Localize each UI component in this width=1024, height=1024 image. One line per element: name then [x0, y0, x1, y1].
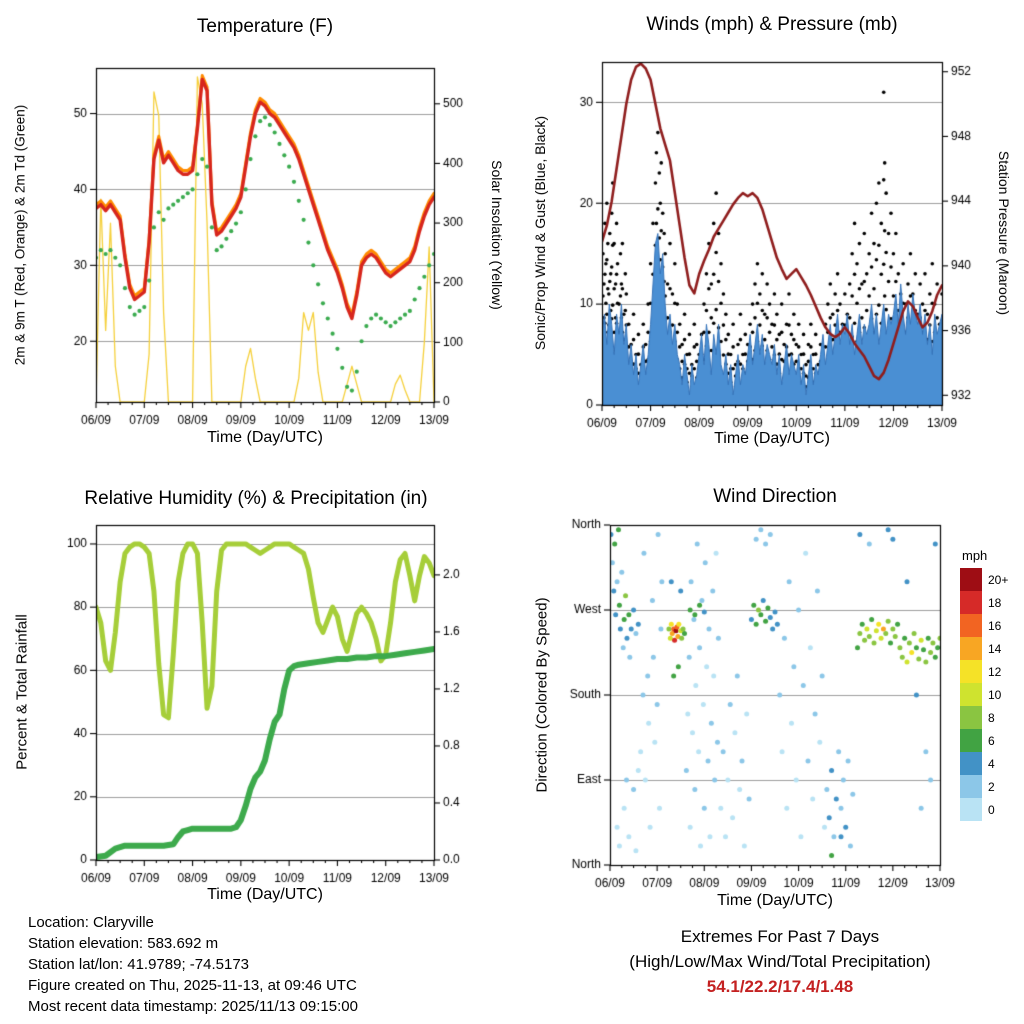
humidity-precip-title: Relative Humidity (%) & Precipitation (i… [84, 488, 428, 509]
humidity-x-axis-label: Time (Day/UTC) [207, 886, 323, 903]
colorbar-swatch [960, 775, 982, 798]
colorbar-row: 0 [960, 798, 1008, 821]
colorbar-label: 6 [988, 733, 995, 748]
wind-direction-x-axis-label: Time (Day/UTC) [717, 892, 833, 909]
station-pressure-axis-label: Station Pressure (Maroon) [996, 150, 1012, 316]
colorbar-swatch [960, 568, 982, 591]
footer: Location: Claryville Station elevation: … [28, 912, 358, 1017]
colorbar-swatch [960, 752, 982, 775]
footer-timestamp: Most recent data timestamp: 2025/11/13 0… [28, 998, 358, 1015]
temperature-title: Temperature (F) [196, 16, 334, 37]
wind-direction-chart-canvas [512, 478, 1024, 923]
extremes: Extremes For Past 7 Days (High/Low/Max W… [548, 924, 1012, 999]
colorbar-row: 18 [960, 591, 1008, 614]
wind-gust-axis-label: Sonic/Prop Wind & Gust (Blue, Black) [532, 115, 548, 351]
panel-wind-direction: Wind Direction Direction (Colored By Spe… [512, 478, 1024, 923]
colorbar: mph 20+ 18 16 14 12 10 8 6 4 2 0 [960, 548, 1008, 821]
colorbar-row: 10 [960, 683, 1008, 706]
colorbar-title: mph [962, 548, 988, 563]
direction-axis-label: Direction (Colored By Speed) [533, 597, 551, 793]
footer-elevation: Station elevation: 583.692 m [28, 935, 219, 952]
colorbar-row: 4 [960, 752, 1008, 775]
colorbar-label: 0 [988, 802, 995, 817]
colorbar-label: 20+ [988, 572, 1009, 587]
colorbar-label: 18 [988, 595, 1002, 610]
percent-rainfall-axis-label: Percent & Total Rainfall [13, 614, 31, 770]
temperature-x-axis-label: Time (Day/UTC) [207, 429, 323, 446]
temperature-left-axis-label: 2m & 9m T (Red, Orange) & 2m Td (Green) [12, 104, 28, 366]
winds-pressure-chart-canvas [512, 0, 1024, 465]
colorbar-swatch [960, 729, 982, 752]
colorbar-label: 10 [988, 687, 1002, 702]
solar-insolation-axis-label: Solar Insolation (Yellow) [489, 160, 505, 310]
panel-winds-pressure: Winds (mph) & Pressure (mb) Sonic/Prop W… [512, 0, 1024, 465]
colorbar-row: 20+ [960, 568, 1008, 591]
extremes-subtitle: (High/Low/Max Wind/Total Precipitation) [629, 952, 931, 971]
footer-location: Location: Claryville [28, 914, 154, 931]
panel-temperature: Temperature (F) 2m & 9m T (Red, Orange) … [0, 0, 512, 465]
colorbar-row: 6 [960, 729, 1008, 752]
colorbar-row: 8 [960, 706, 1008, 729]
wind-direction-title: Wind Direction [713, 486, 837, 507]
colorbar-row: 2 [960, 775, 1008, 798]
colorbar-swatch [960, 614, 982, 637]
colorbar-label: 8 [988, 710, 995, 725]
colorbar-label: 2 [988, 779, 995, 794]
colorbar-swatch [960, 637, 982, 660]
extremes-values: 54.1/22.2/17.4/1.48 [706, 977, 854, 996]
colorbar-swatch [960, 660, 982, 683]
colorbar-swatch [960, 706, 982, 729]
colorbar-swatch [960, 591, 982, 614]
colorbar-row: 14 [960, 637, 1008, 660]
colorbar-label: 16 [988, 618, 1002, 633]
colorbar-label: 12 [988, 664, 1002, 679]
colorbar-label: 4 [988, 756, 995, 771]
colorbar-swatch [960, 683, 982, 706]
colorbar-cells: 20+ 18 16 14 12 10 8 6 4 2 0 [960, 568, 1008, 821]
extremes-title: Extremes For Past 7 Days [680, 927, 880, 946]
colorbar-label: 14 [988, 641, 1002, 656]
humidity-precip-chart-canvas [0, 478, 512, 923]
temperature-chart-canvas [0, 0, 512, 465]
panel-humidity-precip: Relative Humidity (%) & Precipitation (i… [0, 478, 512, 923]
colorbar-swatch [960, 798, 982, 821]
winds-x-axis-label: Time (Day/UTC) [714, 430, 830, 447]
colorbar-row: 16 [960, 614, 1008, 637]
footer-latlon: Station lat/lon: 41.9789; -74.5173 [28, 956, 250, 973]
footer-created: Figure created on Thu, 2025-11-13, at 09… [28, 977, 357, 994]
winds-pressure-title: Winds (mph) & Pressure (mb) [646, 14, 898, 35]
colorbar-row: 12 [960, 660, 1008, 683]
